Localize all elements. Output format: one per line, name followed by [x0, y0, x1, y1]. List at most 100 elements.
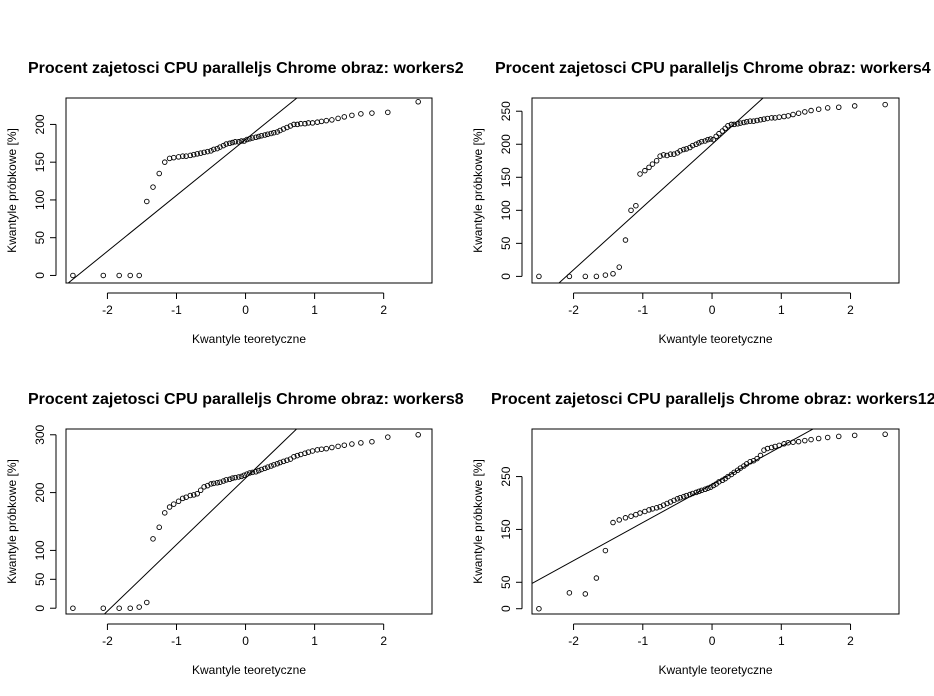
data-point	[808, 436, 814, 443]
data-point	[795, 438, 802, 445]
data-point	[795, 110, 802, 116]
x-tick-label: 2	[847, 634, 854, 648]
data-point	[536, 605, 542, 612]
data-point	[705, 136, 711, 143]
data-point	[201, 484, 207, 490]
data-point	[628, 207, 634, 214]
data-point	[294, 121, 301, 128]
plot-frame	[65, 97, 433, 284]
data-point	[229, 139, 236, 146]
data-point	[593, 273, 600, 280]
x-tick-label: 1	[778, 303, 785, 317]
data-point	[144, 198, 150, 205]
data-point	[323, 445, 330, 452]
data-point	[214, 480, 220, 486]
data-point	[716, 130, 722, 137]
data-point	[369, 438, 375, 445]
chart-title: Procent zajetosci CPU paralleljs Chrome …	[491, 391, 934, 408]
data-point	[235, 139, 242, 145]
data-point	[790, 439, 796, 445]
data-point	[226, 476, 233, 483]
data-point	[100, 605, 107, 611]
data-point	[616, 517, 622, 523]
data-point	[680, 493, 687, 500]
data-point	[677, 148, 683, 154]
data-point	[719, 128, 726, 134]
data-point	[235, 474, 242, 480]
data-point	[622, 515, 629, 521]
data-point	[170, 501, 177, 507]
data-point	[646, 507, 652, 513]
data-point	[277, 459, 283, 466]
data-point	[622, 237, 629, 243]
data-point	[208, 148, 214, 154]
data-point	[191, 492, 197, 498]
data-point	[335, 115, 341, 122]
data-point	[268, 130, 274, 137]
y-tick-label: 150	[33, 152, 47, 172]
x-tick-label: -2	[102, 303, 113, 317]
data-point	[246, 136, 253, 142]
data-point	[657, 153, 663, 159]
data-point	[217, 144, 223, 150]
data-point	[136, 272, 142, 279]
data-point	[757, 452, 764, 459]
data-point	[309, 448, 316, 454]
x-tick-label: 0	[242, 303, 249, 317]
data-point	[707, 136, 714, 142]
data-point	[156, 524, 162, 531]
data-point	[680, 146, 687, 153]
y-tick-label: 50	[33, 231, 47, 245]
data-point	[616, 264, 622, 270]
data-point	[204, 148, 211, 155]
data-point	[757, 117, 764, 123]
data-point	[349, 441, 355, 447]
data-point	[253, 469, 259, 475]
data-point	[156, 170, 162, 177]
data-point	[223, 477, 229, 483]
plot-frame	[65, 428, 433, 615]
data-point	[698, 138, 705, 145]
data-point	[737, 120, 744, 126]
data-point	[229, 475, 236, 481]
x-tick-label: 1	[311, 634, 318, 648]
data-point	[274, 129, 281, 135]
y-tick-label: 200	[499, 134, 513, 154]
y-tick-label: 100	[33, 190, 47, 210]
x-tick-label: 2	[380, 303, 387, 317]
data-point	[653, 505, 660, 511]
x-axis-label: Kwantyle teoretyczne	[192, 332, 306, 346]
data-point	[637, 510, 643, 516]
qq-reference-line	[103, 429, 298, 614]
data-point	[768, 115, 775, 121]
data-point	[302, 450, 308, 457]
data-point	[358, 440, 364, 446]
x-tick-label: 1	[778, 634, 785, 648]
qq-panel-2: Procent zajetosci CPU paralleljs Chrome …	[471, 60, 931, 346]
data-point	[698, 487, 705, 494]
data-point	[790, 111, 796, 118]
data-point	[702, 138, 708, 144]
y-tick-label: 150	[499, 167, 513, 187]
data-point	[646, 164, 652, 171]
data-point	[274, 460, 281, 467]
data-point	[785, 113, 791, 119]
data-point	[144, 599, 150, 606]
y-tick-label: 0	[33, 272, 47, 279]
data-point	[244, 471, 250, 477]
data-point	[244, 136, 250, 143]
data-point	[693, 141, 699, 147]
data-point	[150, 184, 156, 190]
data-point	[415, 99, 421, 105]
qq-panel-4: Procent zajetosci CPU paralleljs Chrome …	[471, 391, 934, 677]
data-point	[211, 146, 217, 153]
x-axis-label: Kwantyle teoretyczne	[658, 332, 772, 346]
data-point	[776, 442, 782, 449]
x-tick-label: -1	[637, 303, 648, 317]
y-tick-label: 0	[33, 605, 47, 612]
data-point	[249, 135, 256, 141]
data-point	[582, 591, 589, 597]
data-point	[241, 138, 247, 144]
data-point	[689, 142, 696, 149]
x-tick-label: 0	[709, 303, 716, 317]
